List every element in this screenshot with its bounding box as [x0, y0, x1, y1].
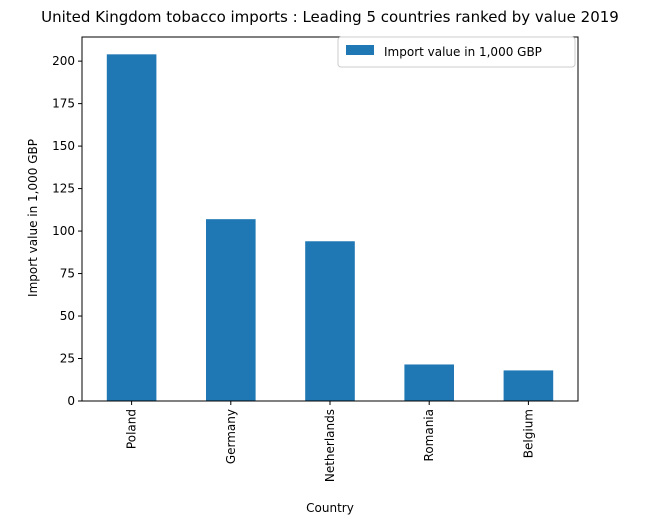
x-axis: Poland Germany Netherlands Romania Belgium	[125, 401, 535, 482]
y-tick-label: 200	[52, 54, 75, 68]
legend-label: Import value in 1,000 GBP	[384, 45, 542, 59]
y-tick-label: 100	[52, 224, 75, 238]
x-tick-label: Belgium	[521, 409, 535, 458]
bar-netherlands	[305, 241, 355, 401]
plot-area: 0 25 50 75 100 125 150 175 200 Poland Germany Neth…	[52, 36, 579, 482]
x-tick-label: Germany	[224, 409, 238, 464]
y-axis: 0 25 50 75 100 125 150 175 200	[52, 54, 82, 408]
legend: Import value in 1,000 GBP	[337, 36, 576, 68]
bar-poland	[106, 54, 157, 401]
x-tick-label: Netherlands	[323, 409, 337, 482]
bar-germany	[206, 219, 256, 401]
y-tick-label: 125	[52, 182, 75, 196]
y-tick-label: 175	[52, 97, 75, 111]
y-axis-label: Import value in 1,000 GBP	[26, 139, 40, 297]
x-tick-label: Romania	[422, 409, 436, 461]
legend-box	[337, 36, 576, 68]
y-tick-label: 50	[60, 309, 75, 323]
legend-swatch	[346, 45, 374, 55]
y-tick-label: 75	[60, 267, 75, 281]
x-tick-label: Poland	[125, 409, 139, 449]
bar-belgium	[503, 370, 554, 401]
x-axis-label: Country	[306, 501, 354, 515]
bars-group	[106, 54, 554, 401]
chart-title: United Kingdom tobacco imports : Leading…	[41, 8, 619, 26]
y-tick-label: 150	[52, 139, 75, 153]
y-tick-label: 25	[60, 352, 75, 366]
plot-frame	[81, 36, 579, 402]
bar-romania	[404, 364, 454, 401]
y-tick-label: 0	[67, 394, 75, 408]
